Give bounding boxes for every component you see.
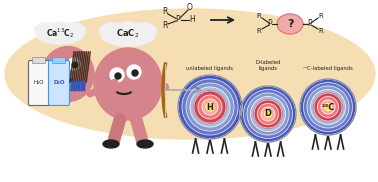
Circle shape xyxy=(261,107,275,121)
Circle shape xyxy=(254,100,282,128)
Ellipse shape xyxy=(62,23,85,37)
Circle shape xyxy=(257,104,279,124)
Circle shape xyxy=(58,65,64,71)
Ellipse shape xyxy=(36,24,84,44)
FancyBboxPatch shape xyxy=(28,60,50,106)
Circle shape xyxy=(202,99,218,115)
Circle shape xyxy=(314,93,342,121)
Ellipse shape xyxy=(49,22,71,34)
Text: P: P xyxy=(176,15,180,25)
Circle shape xyxy=(324,104,332,110)
Text: R: R xyxy=(162,7,168,17)
Circle shape xyxy=(321,100,335,114)
Text: R: R xyxy=(257,13,261,19)
FancyBboxPatch shape xyxy=(48,60,70,106)
Ellipse shape xyxy=(34,23,59,37)
Circle shape xyxy=(132,70,138,76)
Circle shape xyxy=(243,90,293,139)
Circle shape xyxy=(318,96,339,118)
FancyBboxPatch shape xyxy=(33,58,45,64)
Text: unlabeled ligands: unlabeled ligands xyxy=(186,66,234,71)
Text: R: R xyxy=(162,21,168,31)
Circle shape xyxy=(72,62,78,68)
Circle shape xyxy=(310,90,345,124)
Text: R: R xyxy=(257,28,261,34)
Ellipse shape xyxy=(130,23,156,38)
Ellipse shape xyxy=(277,14,303,34)
Circle shape xyxy=(265,110,271,118)
Circle shape xyxy=(240,86,296,142)
Circle shape xyxy=(251,96,285,132)
Circle shape xyxy=(178,75,242,139)
Circle shape xyxy=(182,79,238,135)
Ellipse shape xyxy=(5,9,375,139)
Text: Ca$^{13}$C$_2$: Ca$^{13}$C$_2$ xyxy=(46,26,74,40)
Text: P: P xyxy=(268,19,272,29)
Text: H: H xyxy=(206,102,214,112)
Circle shape xyxy=(190,87,230,127)
Circle shape xyxy=(304,82,353,132)
Text: H: H xyxy=(189,15,195,25)
Text: D-labeled
ligands: D-labeled ligands xyxy=(255,60,281,71)
Ellipse shape xyxy=(103,140,119,148)
Circle shape xyxy=(68,58,80,70)
Ellipse shape xyxy=(94,48,162,120)
Text: ¹³C-labeled ligands: ¹³C-labeled ligands xyxy=(303,66,353,71)
Circle shape xyxy=(300,79,356,135)
Text: D₂O: D₂O xyxy=(53,80,65,86)
Circle shape xyxy=(198,95,222,119)
Ellipse shape xyxy=(99,23,126,38)
Text: H₂O: H₂O xyxy=(34,80,44,86)
Circle shape xyxy=(247,93,289,135)
Text: R: R xyxy=(319,13,323,19)
Circle shape xyxy=(206,103,214,111)
Text: P: P xyxy=(308,19,312,29)
FancyBboxPatch shape xyxy=(53,58,65,64)
Ellipse shape xyxy=(116,22,140,35)
Ellipse shape xyxy=(42,46,94,102)
Text: ¹³C: ¹³C xyxy=(321,102,335,112)
Text: O: O xyxy=(187,3,193,13)
Text: CaC$_2$: CaC$_2$ xyxy=(116,28,139,40)
Circle shape xyxy=(186,83,234,131)
Circle shape xyxy=(115,73,121,79)
Ellipse shape xyxy=(101,24,155,46)
Text: ?: ? xyxy=(287,19,293,29)
Circle shape xyxy=(54,61,66,73)
Circle shape xyxy=(194,91,226,123)
Circle shape xyxy=(110,68,124,82)
Text: D: D xyxy=(265,110,271,118)
Ellipse shape xyxy=(137,140,153,148)
Circle shape xyxy=(127,65,141,79)
Text: R: R xyxy=(319,28,323,34)
Circle shape xyxy=(307,86,349,128)
